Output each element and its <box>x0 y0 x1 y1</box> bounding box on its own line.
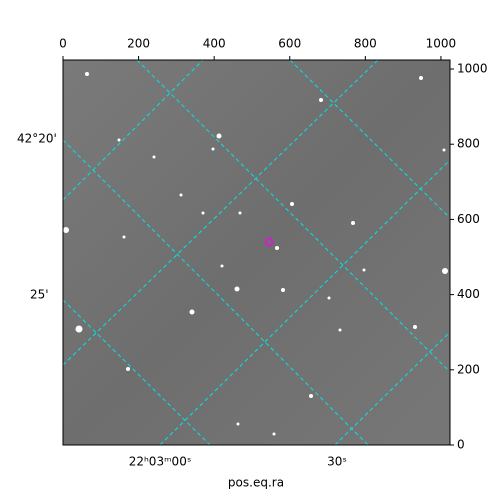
target-marker <box>264 237 274 247</box>
x-tick-label: 0 <box>59 37 67 51</box>
x-tick-label: 400 <box>203 37 226 51</box>
y-tick-label: 200 <box>457 362 480 376</box>
x-tick-label: 600 <box>278 37 301 51</box>
x-tick-label: 1000 <box>426 37 457 51</box>
y-tick-label: 800 <box>457 137 480 151</box>
x-tick-label: 200 <box>127 37 150 51</box>
sky-image <box>63 60 450 445</box>
y-tick-label: 600 <box>457 212 480 226</box>
stars <box>63 72 448 436</box>
world-y-label: 42°20' <box>17 132 57 146</box>
world-x-label: 22ʰ03ᵐ00ˢ <box>129 455 192 469</box>
coordinate-grid <box>63 60 450 445</box>
frame <box>62 59 451 446</box>
x-axis-title: pos.eq.ra <box>228 476 284 490</box>
y-tick-label: 1000 <box>457 62 488 76</box>
world-x-label: 30ˢ <box>327 455 347 469</box>
world-y-label: 25' <box>30 288 49 302</box>
x-tick-label: 800 <box>354 37 377 51</box>
y-tick-label: 400 <box>457 287 480 301</box>
y-tick-label: 0 <box>457 438 465 452</box>
